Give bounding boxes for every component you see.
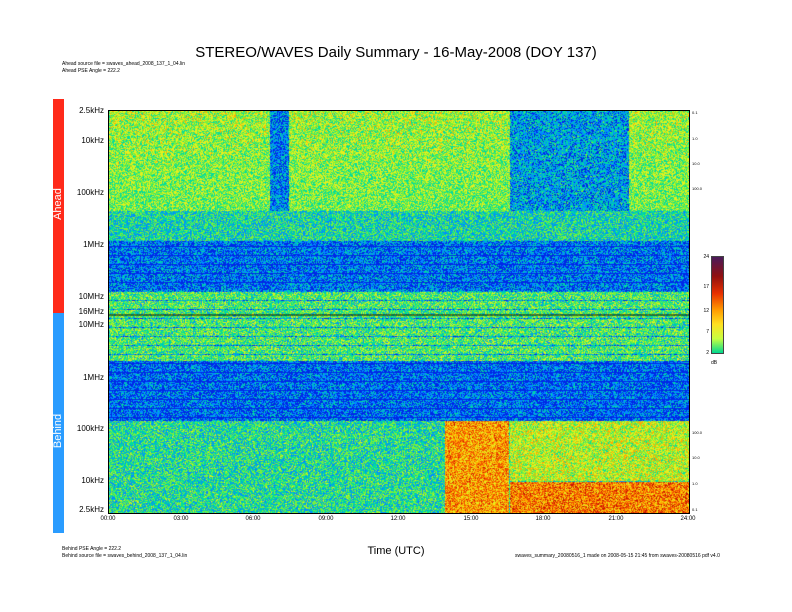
x-tick: 06:00 [245,516,261,522]
behind-right-tick: 0.1 [692,507,698,512]
behind-ytick: 1MHz [83,373,104,382]
x-tick: 24:00 [680,516,696,522]
ahead-right-tick: 0.1 [692,110,698,115]
colorbar-tick: 12 [703,308,709,314]
behind-right-tick: 10.0 [692,455,700,460]
behind-right-tick: 1.0 [692,481,698,486]
x-tick: 21:00 [608,516,624,522]
ahead-ytick: 10MHz [78,292,104,301]
spectrogram-plot [108,110,690,514]
ahead-label: Ahead [52,188,64,220]
ahead-ytick: 16MHz [78,307,104,316]
x-tick: 18:00 [535,516,551,522]
ahead-angle-text: Ahead PSE Angle = 222.2 [62,68,120,74]
ahead-side-bar: Ahead [52,99,64,313]
behind-side-bar: Behind [52,313,64,533]
behind-angle-text: Behind PSE Angle = 222.2 [62,546,122,552]
x-tick: 12:00 [390,516,406,522]
ahead-right-tick: 1.0 [692,136,698,141]
colorbar [711,256,724,354]
ahead-right-tick: 10.0 [692,161,700,166]
colorbar-tick: 24 [703,254,709,260]
colorbar-tick: 17 [703,284,709,290]
ahead-ytick: 2.5kHz [79,106,104,115]
colorbar-unit: dB [711,360,718,366]
colorbar-tick: 7 [706,329,709,335]
colorbar-tick: 2 [706,350,709,356]
behind-ytick: 2.5kHz [79,505,104,514]
x-tick: 03:00 [173,516,189,522]
behind-ytick: 100kHz [76,424,104,433]
ahead-right-tick: 100.0 [692,186,703,191]
behind-ytick: 10MHz [78,320,104,329]
x-axis-title: Time (UTC) [367,545,425,557]
x-tick: 15:00 [463,516,479,522]
x-tick: 00:00 [100,516,116,522]
behind-right-tick: 100.0 [692,430,703,435]
behind-ytick: 10kHz [81,476,104,485]
ahead-ytick: 100kHz [76,188,104,197]
x-tick: 09:00 [318,516,334,522]
ahead-source-text: Ahead source file = swaves_ahead_2008_13… [62,61,186,67]
footer-text: swaves_summary_20080516_1 made on 2008-0… [515,553,720,559]
ahead-ytick: 10kHz [81,136,104,145]
chart-title: STEREO/WAVES Daily Summary - 16-May-2008… [195,44,597,61]
behind-source-text: Behind source file = swaves_behind_2008_… [62,553,188,559]
ahead-ytick: 1MHz [83,240,104,249]
